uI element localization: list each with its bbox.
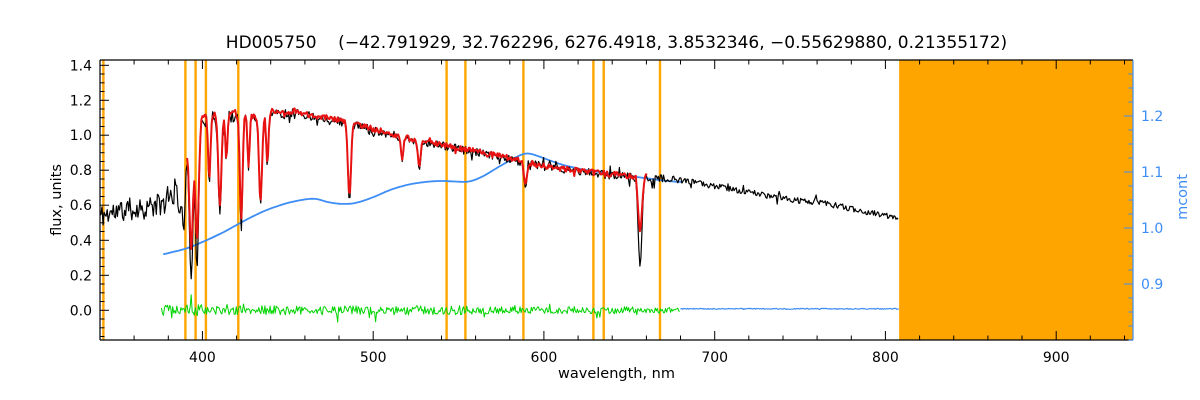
x-tick-label: 800 (872, 350, 899, 366)
x-axis-label: wavelength, nm (558, 366, 675, 382)
plot-title: HD005750 (−42.791929, 32.762296, 6276.49… (225, 33, 1008, 53)
axes (99, 59, 1134, 341)
y-left-tick-label: 0.4 (70, 233, 92, 249)
x-tick-label: 900 (1043, 350, 1070, 366)
series-model_fit (186, 107, 648, 250)
y-right-tick-label: 1.2 (1141, 109, 1163, 125)
ticks (100, 60, 1133, 341)
x-tick-label: 600 (531, 350, 558, 366)
series-residuals (161, 294, 680, 323)
y-left-tick-label: 1.2 (70, 93, 92, 109)
y-right-tick-label: 0.9 (1141, 277, 1163, 293)
x-tick-label: 400 (189, 350, 216, 366)
series-observed_flux (99, 108, 899, 280)
y-left-tick-label: 0.8 (70, 163, 92, 179)
y-left-tick-label: 0.0 (70, 303, 92, 319)
tick-labels: 400 500 600 700 800 900 0.0 0.2 0.4 0.6 0.8 1.0 1.2 1… (70, 58, 1164, 366)
line-markers (102, 60, 662, 340)
masked-region (899, 60, 1133, 340)
x-tick-label: 700 (701, 350, 728, 366)
y-right-tick-label: 1.1 (1141, 165, 1163, 181)
y-left-tick-label: 1.4 (70, 58, 92, 74)
y-left-tick-label: 0.6 (70, 198, 92, 214)
x-tick-label: 500 (360, 350, 387, 366)
series-zero_continuation (680, 307, 899, 310)
y-left-tick-label: 0.2 (70, 268, 92, 284)
y-left-tick-label: 1.0 (70, 128, 92, 144)
y-right-tick-label: 1.0 (1141, 221, 1163, 237)
